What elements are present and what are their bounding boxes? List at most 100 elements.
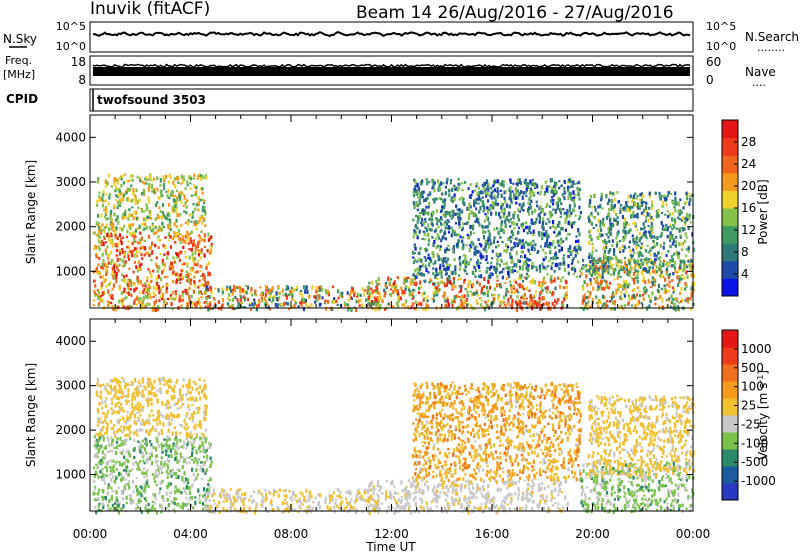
heatmap-cell (599, 204, 602, 209)
heatmap-cell (584, 264, 588, 268)
heatmap-cell (515, 222, 519, 227)
heatmap-cell (187, 272, 190, 276)
heatmap-cell (272, 297, 275, 302)
heatmap-cell (407, 276, 410, 280)
heatmap-cell (111, 449, 114, 453)
heatmap-cell (201, 461, 204, 464)
heatmap-cell (597, 267, 600, 270)
heatmap-cell (101, 266, 105, 270)
heatmap-cell (172, 205, 175, 210)
heatmap-cell (105, 421, 108, 425)
heatmap-cell (564, 279, 567, 283)
heatmap-cell (586, 282, 589, 286)
station-title: Inuvik (fitACF) (90, 0, 210, 19)
heatmap-cell (611, 300, 615, 305)
heatmap-cell (551, 202, 555, 206)
heatmap-cell (503, 295, 506, 300)
heatmap-cell (145, 294, 148, 299)
heatmap-cell (496, 296, 500, 300)
heatmap-cell (440, 238, 443, 243)
heatmap-cell (652, 269, 655, 274)
heatmap-cell (176, 460, 179, 465)
colorbar-swatch (722, 260, 738, 279)
heatmap-cell (419, 181, 422, 186)
heatmap-cell (397, 277, 400, 280)
heatmap-cell (151, 504, 154, 509)
heatmap-cell (622, 287, 625, 291)
heatmap-cell (559, 215, 562, 218)
heatmap-cell (205, 436, 208, 441)
heatmap-cell (518, 178, 521, 182)
heatmap-cell (421, 263, 424, 268)
heatmap-cell (413, 289, 416, 292)
heatmap-cell (166, 476, 169, 479)
heatmap-cell (129, 231, 132, 237)
heatmap-cell (412, 256, 415, 259)
heatmap-cell (420, 272, 423, 277)
heatmap-cell (371, 289, 374, 294)
heatmap-cell (519, 300, 522, 305)
heatmap-cell (597, 282, 600, 286)
heatmap-cell (118, 460, 121, 464)
heatmap-cell (613, 293, 616, 296)
heatmap-cell (519, 181, 522, 185)
heatmap-cell (154, 455, 158, 458)
heatmap-cell (161, 194, 164, 197)
heatmap-cell (492, 239, 496, 244)
heatmap-cell (350, 307, 353, 310)
heatmap-cell (205, 459, 208, 462)
heatmap-cell (478, 269, 481, 273)
heatmap-cell (126, 305, 129, 309)
heatmap-cell (383, 288, 386, 293)
heatmap-cell (408, 292, 411, 297)
heatmap-cell (590, 211, 593, 216)
heatmap-cell (588, 256, 591, 260)
heatmap-cell (99, 276, 102, 279)
heatmap-cell (458, 256, 462, 259)
heatmap-cell (319, 303, 322, 306)
heatmap-cell (443, 291, 446, 296)
heatmap-cell (189, 237, 192, 240)
heatmap-cell (640, 192, 643, 197)
heatmap-cell (451, 229, 455, 233)
heatmap-cell (431, 178, 434, 183)
heatmap-cell (147, 187, 151, 192)
heatmap-cell (153, 188, 156, 191)
heatmap-cell (166, 284, 169, 287)
heatmap-cell (203, 436, 206, 440)
heatmap-cell (552, 189, 555, 194)
heatmap-cell (204, 224, 207, 227)
heatmap-cell (250, 287, 253, 292)
heatmap-cell (417, 186, 420, 191)
heatmap-cell (247, 285, 250, 290)
heatmap-cell (102, 456, 105, 460)
heatmap-cell (182, 460, 185, 464)
heatmap-cell (175, 198, 178, 202)
heatmap-cell (605, 256, 608, 261)
heatmap-cell (548, 259, 551, 263)
heatmap-cell (129, 494, 132, 499)
heatmap-cell (188, 213, 191, 217)
heatmap-cell (146, 382, 149, 385)
heatmap-cell (191, 259, 194, 263)
heatmap-cell (629, 253, 633, 257)
heatmap-cell (624, 304, 627, 308)
heatmap-cell (533, 293, 536, 297)
nsearch-tick-bottom: 10^0 (706, 40, 736, 53)
heatmap-cell (647, 269, 650, 273)
heatmap-cell (148, 200, 151, 204)
heatmap-cell (162, 244, 165, 247)
heatmap-cell (166, 458, 169, 463)
heatmap-cell (139, 179, 142, 182)
heatmap-cell (662, 224, 665, 229)
heatmap-cell (518, 238, 521, 244)
heatmap-cell (691, 285, 694, 290)
heatmap-cell (288, 307, 291, 310)
heatmap-cell (618, 247, 621, 252)
beam-title: Beam 14 26/Aug/2016 - 27/Aug/2016 (356, 3, 674, 23)
heatmap-cell (691, 194, 694, 197)
heatmap-cell (166, 413, 169, 416)
heatmap-cell (591, 242, 594, 246)
heatmap-cell (265, 300, 268, 304)
heatmap-cell (111, 287, 114, 291)
